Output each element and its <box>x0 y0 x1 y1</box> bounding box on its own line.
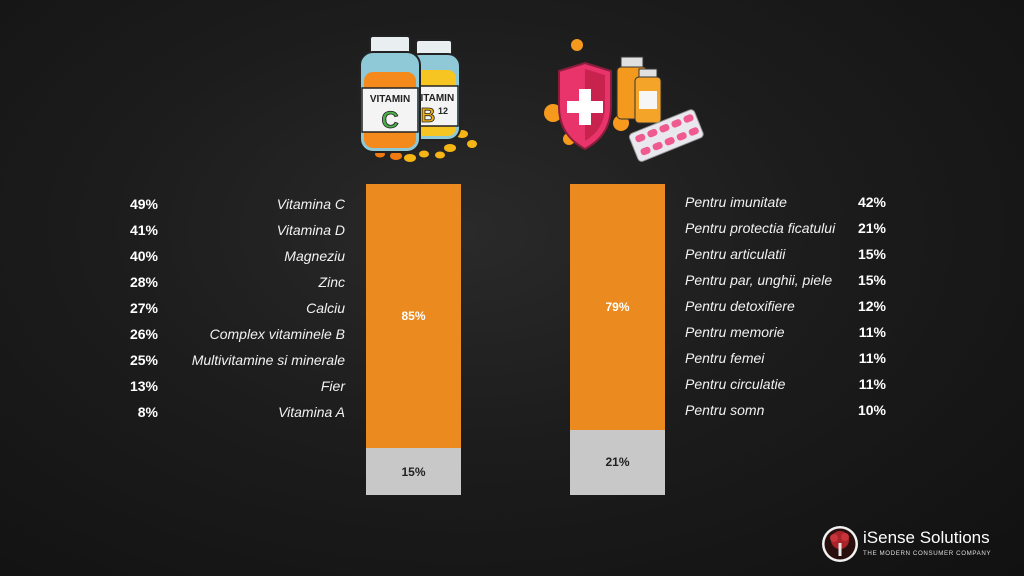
right-item-label: Pentru circulatie <box>685 376 786 392</box>
vitamin-bottles-icon: VITAMIN B 12 VITAMIN C <box>359 35 477 162</box>
right-item-label: Pentru par, unghii, piele <box>685 272 833 288</box>
left-bar-segment-top: 85% <box>366 184 461 449</box>
left-item-value: 41% <box>129 222 158 238</box>
left-item-label: Fier <box>320 378 345 394</box>
left-bar-segment-bottom: 15% <box>366 448 461 495</box>
left-item-value: 13% <box>129 378 158 394</box>
right-item-value: 15% <box>857 272 886 288</box>
right-bar-segment-bottom: 21% <box>570 429 665 495</box>
right-item-value: 12% <box>857 298 886 314</box>
right-item-value: 11% <box>858 350 886 366</box>
left-stacked-bar: 85% 15% <box>366 184 461 495</box>
left-item-value: 40% <box>129 248 158 264</box>
left-bar-label-bottom: 15% <box>401 464 426 479</box>
logo-name: iSense Solutions <box>863 528 990 547</box>
bottle1-word: VITAMIN <box>370 94 410 105</box>
left-item-label: Magneziu <box>284 248 345 264</box>
left-item-value: 8% <box>137 404 158 420</box>
bottle2-letter: B <box>421 105 435 127</box>
tree-logo-icon <box>822 526 858 562</box>
left-item-label: Calciu <box>306 300 345 316</box>
left-item-value: 49% <box>129 196 158 212</box>
right-item-value: 11% <box>858 324 886 340</box>
logo-tagline: THE MODERN CONSUMER COMPANY <box>863 550 992 557</box>
right-item-label: Pentru detoxifiere <box>685 298 795 314</box>
right-item-value: 11% <box>858 376 886 392</box>
right-item-value: 10% <box>857 402 886 418</box>
company-logo: iSense Solutions THE MODERN CONSUMER COM… <box>821 522 1001 566</box>
right-item-value: 15% <box>857 246 886 262</box>
bottle2-sup: 12 <box>438 106 448 116</box>
left-item-label: Vitamina A <box>278 404 345 420</box>
right-bar-segment-top: 79% <box>570 184 665 430</box>
right-item-label: Pentru somn <box>685 402 765 418</box>
right-item-value: 21% <box>857 220 886 236</box>
left-item-value: 27% <box>129 300 158 316</box>
left-item-label: Vitamina C <box>276 196 345 212</box>
bottle2-word: VITAMIN <box>414 93 454 104</box>
health-shield-icon <box>544 39 704 162</box>
right-item-label: Pentru articulatii <box>685 246 786 262</box>
left-item-label: Zinc <box>318 274 345 290</box>
right-item-label: Pentru memorie <box>685 324 785 340</box>
left-bar-label-top: 85% <box>401 309 426 324</box>
left-item-label: Complex vitaminele B <box>209 326 345 342</box>
right-item-label: Pentru femei <box>685 350 765 366</box>
right-item-label: Pentru protectia ficatului <box>685 220 836 236</box>
bottle1-letter: C <box>381 107 398 134</box>
left-item-value: 25% <box>129 352 158 368</box>
left-item-label: Vitamina D <box>276 222 345 238</box>
right-bar-label-top: 79% <box>605 299 630 314</box>
right-item-value: 42% <box>857 194 886 210</box>
left-item-value: 26% <box>129 326 158 342</box>
right-stacked-bar: 79% 21% <box>570 184 665 495</box>
right-item-label: Pentru imunitate <box>685 194 787 210</box>
right-bar-label-bottom: 21% <box>605 455 630 470</box>
left-item-value: 28% <box>129 274 158 290</box>
left-item-label: Multivitamine si minerale <box>191 352 345 368</box>
